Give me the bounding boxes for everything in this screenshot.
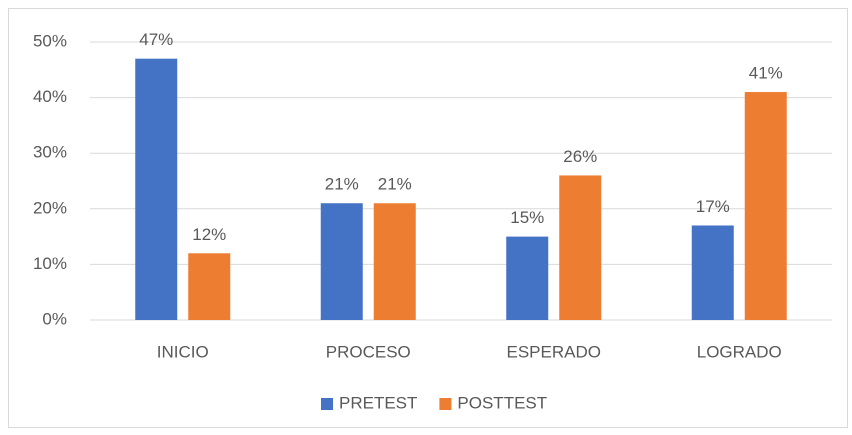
bar xyxy=(506,236,549,320)
x-tick-label: INICIO xyxy=(157,342,209,361)
y-tick-label: 0% xyxy=(42,309,67,328)
bar xyxy=(188,253,231,320)
bar xyxy=(744,92,787,320)
data-label: 21% xyxy=(378,175,412,194)
data-label: 12% xyxy=(192,225,226,244)
data-label: 21% xyxy=(325,175,359,194)
data-label: 17% xyxy=(696,197,730,216)
y-tick-label: 50% xyxy=(33,31,67,50)
data-label: 26% xyxy=(563,147,597,166)
y-tick-label: 30% xyxy=(33,143,67,162)
bar xyxy=(373,203,416,320)
x-tick-label: ESPERADO xyxy=(507,342,601,361)
chart-border xyxy=(8,8,848,428)
bar xyxy=(135,58,178,321)
data-label: 47% xyxy=(139,30,173,49)
bar xyxy=(691,225,734,320)
legend-swatch xyxy=(439,398,452,410)
legend-swatch xyxy=(321,398,333,410)
bar xyxy=(559,175,602,320)
x-tick-label: LOGRADO xyxy=(697,342,782,361)
y-tick-label: 40% xyxy=(33,87,67,106)
y-tick-label: 10% xyxy=(33,254,67,273)
bar xyxy=(320,203,363,320)
y-tick-label: 20% xyxy=(33,198,67,217)
x-tick-label: PROCESO xyxy=(326,342,411,361)
legend-label: PRETEST xyxy=(339,393,417,412)
legend-label: POSTTEST xyxy=(457,393,547,412)
data-label: 15% xyxy=(510,208,544,227)
data-label: 41% xyxy=(749,64,783,83)
